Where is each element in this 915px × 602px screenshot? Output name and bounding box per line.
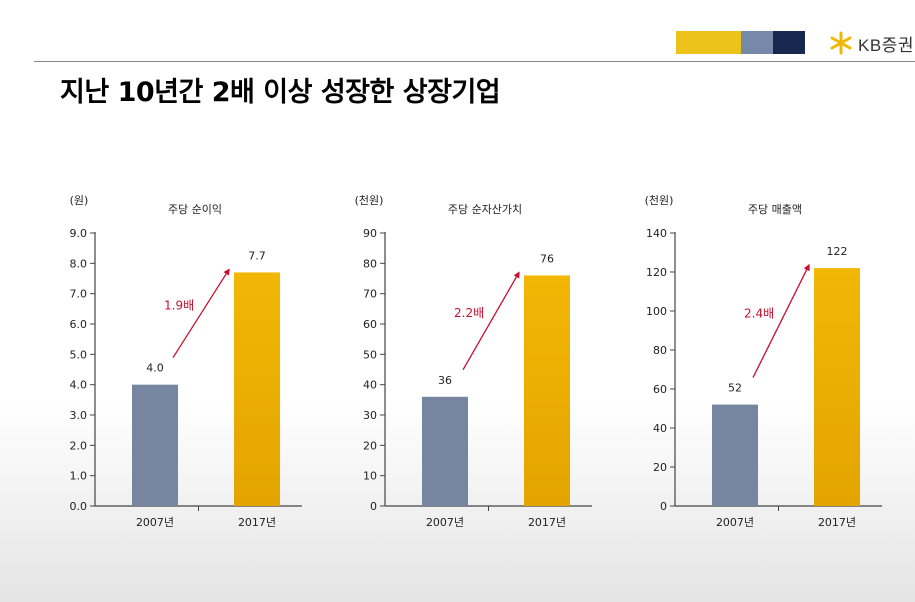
bar-value-label: 52 — [728, 382, 742, 395]
x-category-label: 2007년 — [136, 516, 174, 529]
y-tick-label: 20 — [363, 439, 377, 452]
bar-2007 — [422, 396, 468, 506]
y-tick-label: 60 — [363, 318, 377, 331]
y-tick-label: 0 — [660, 500, 667, 513]
chart-sps: (천원) 주당 매출액 0 20 40 60 80 100 120 140 52 2007년 122 20… — [645, 193, 882, 529]
y-tick-label: 8.0 — [70, 257, 88, 270]
header-divider — [34, 61, 915, 62]
bar-value-label: 36 — [438, 374, 452, 387]
growth-multiplier-label: 2.2배 — [454, 306, 484, 320]
y-tick-label: 2.0 — [70, 439, 88, 452]
bar-value-label: 7.7 — [248, 249, 266, 262]
x-category-label: 2017년 — [238, 516, 276, 529]
y-tick-label: 4.0 — [70, 379, 88, 392]
kb-star-icon — [830, 31, 852, 55]
x-category-label: 2017년 — [528, 516, 566, 529]
chart-title: 주당 매출액 — [748, 203, 802, 216]
brand-bar-yellow — [676, 31, 741, 54]
bar-value-label: 76 — [540, 252, 554, 265]
growth-arrow — [752, 263, 810, 378]
growth-multiplier-label: 2.4배 — [744, 306, 774, 320]
growth-arrow — [172, 268, 230, 359]
unit-label: (천원) — [355, 193, 384, 207]
y-tick-label: 9.0 — [70, 227, 88, 240]
chart-title: 주당 순이익 — [168, 203, 222, 216]
logo-text: KB증권 — [858, 35, 914, 55]
bar-value-label: 122 — [827, 245, 848, 258]
y-tick-label: 60 — [653, 383, 667, 396]
growth-arrow — [462, 271, 520, 371]
y-tick-label: 1.0 — [70, 470, 88, 483]
y-tick-label: 5.0 — [70, 348, 88, 361]
kb-logo: KB증권 — [828, 30, 914, 56]
brand-bar-slate — [741, 31, 773, 54]
x-category-label: 2007년 — [716, 516, 754, 529]
unit-label: (원) — [70, 194, 89, 207]
y-tick-label: 80 — [653, 344, 667, 357]
bar-2007 — [712, 404, 758, 506]
y-tick-label: 0 — [370, 500, 377, 513]
y-tick-label: 80 — [363, 257, 377, 270]
y-tick-label: 40 — [653, 422, 667, 435]
growth-multiplier-label: 1.9배 — [164, 299, 194, 313]
x-category-label: 2017년 — [818, 516, 856, 529]
y-tick-label: 10 — [363, 470, 377, 483]
bar-2007 — [132, 384, 178, 506]
y-tick-label: 7.0 — [70, 288, 88, 301]
bar-value-label: 4.0 — [146, 362, 164, 375]
y-tick-label: 0.0 — [70, 500, 88, 513]
y-tick-label: 140 — [646, 227, 667, 240]
y-tick-label: 70 — [363, 288, 377, 301]
brand-color-bar — [676, 31, 805, 54]
y-tick-label: 100 — [646, 305, 667, 318]
y-tick-label: 30 — [363, 409, 377, 422]
y-tick-label: 6.0 — [70, 318, 88, 331]
y-tick-label: 90 — [363, 227, 377, 240]
bar-2017 — [524, 275, 570, 506]
chart-title: 주당 순자산가치 — [448, 203, 522, 216]
y-tick-label: 3.0 — [70, 409, 88, 422]
chart-bps: (천원) 주당 순자산가치 0 10 20 30 40 50 60 70 80 90 36 2007년 76… — [355, 193, 592, 529]
chart-eps: (원) 주당 순이익 0.0 1.0 2.0 3.0 4.0 5.0 6.0 7.0 8.0 9.0 4… — [70, 194, 302, 529]
y-tick-label: 40 — [363, 379, 377, 392]
page-title: 지난 10년간 2배 이상 성장한 상장기업 — [60, 77, 501, 108]
unit-label: (천원) — [645, 193, 674, 207]
y-tick-label: 120 — [646, 266, 667, 279]
bar-2017 — [234, 272, 280, 506]
bar-2017 — [814, 268, 860, 506]
y-tick-label: 20 — [653, 461, 667, 474]
x-category-label: 2007년 — [426, 516, 464, 529]
brand-bar-navy — [773, 31, 805, 54]
y-tick-label: 50 — [363, 348, 377, 361]
